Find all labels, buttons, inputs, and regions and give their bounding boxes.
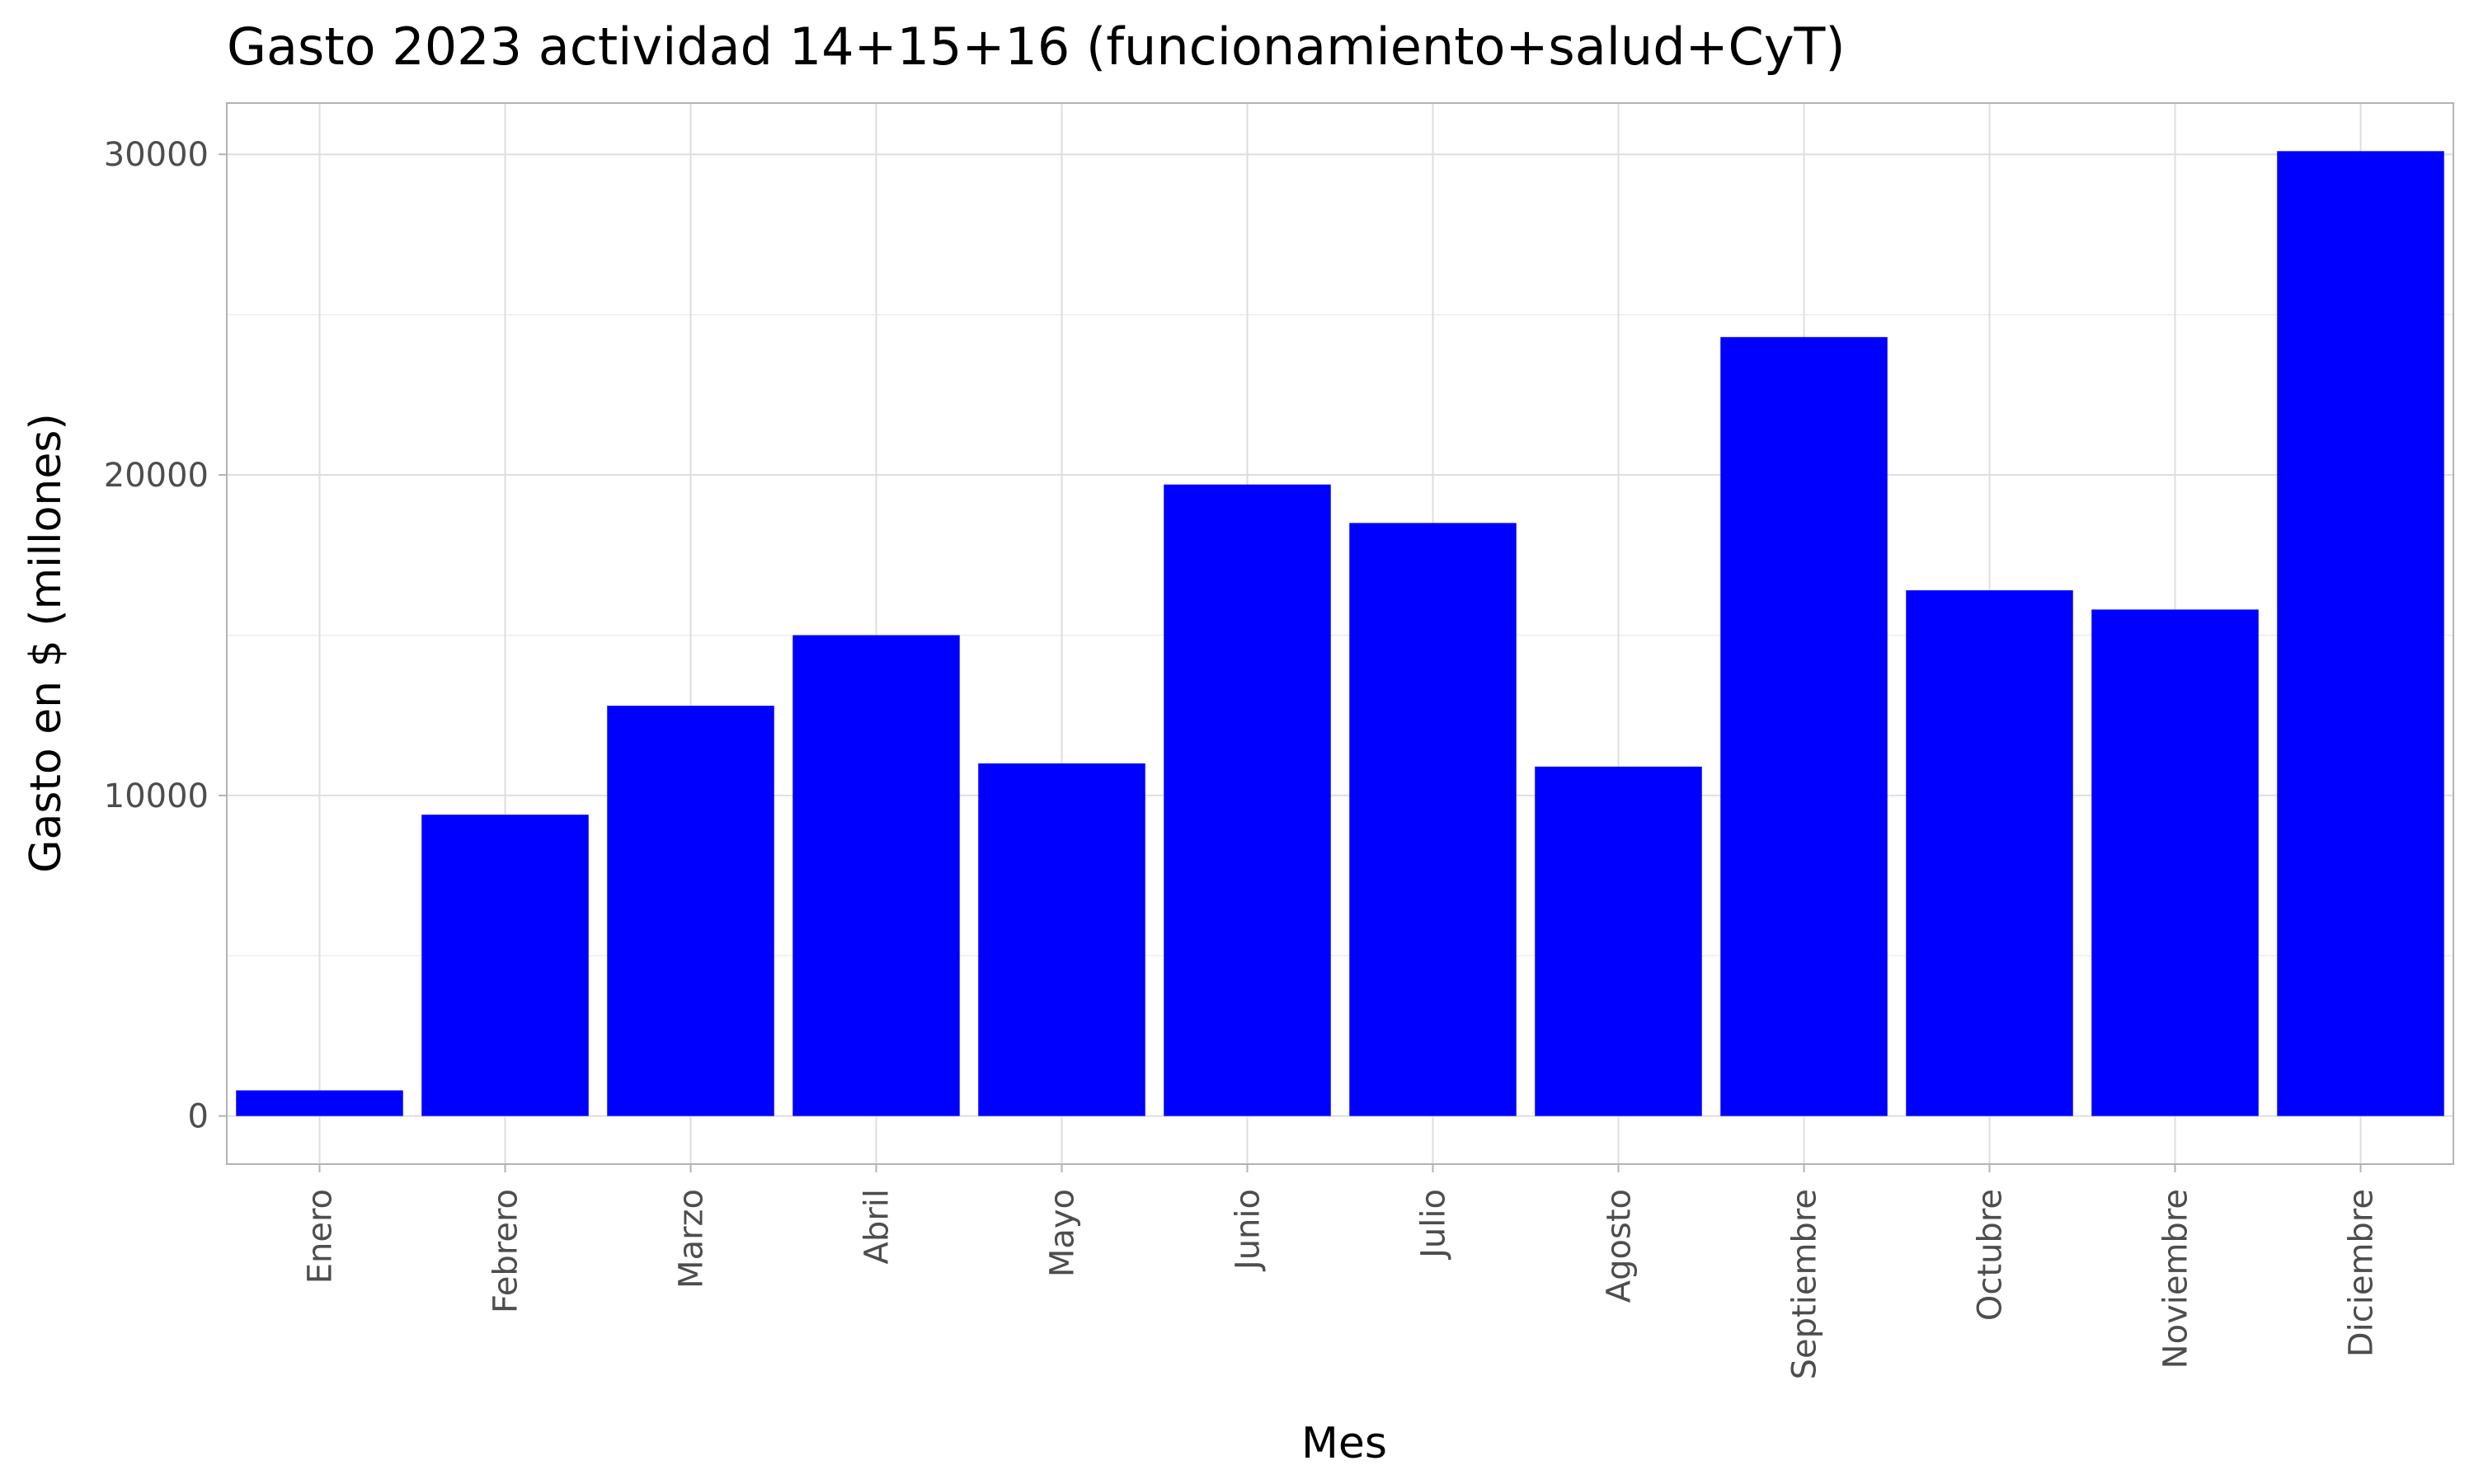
bar-octubre xyxy=(1906,590,2073,1116)
bar-mayo xyxy=(978,763,1145,1116)
x-tick-label: Abril xyxy=(858,1189,896,1264)
bar-diciembre xyxy=(2277,151,2444,1116)
bar-noviembre xyxy=(2091,609,2259,1116)
x-tick-label: Marzo xyxy=(673,1189,711,1289)
y-tick-label: 0 xyxy=(188,1098,209,1136)
x-tick-label: Mayo xyxy=(1044,1189,1082,1277)
x-axis-title: Mes xyxy=(1301,1419,1387,1468)
bar-marzo xyxy=(607,705,774,1116)
chart-title: Gasto 2023 actividad 14+15+16 (funcionam… xyxy=(227,16,1846,77)
x-tick-label: Junio xyxy=(1230,1189,1268,1272)
bar-febrero xyxy=(421,815,589,1116)
x-tick-label: Agosto xyxy=(1601,1189,1639,1303)
bars xyxy=(236,151,2444,1116)
y-axis-title: Gasto en $ (millones) xyxy=(21,413,71,873)
x-tick-label: Noviembre xyxy=(2157,1189,2195,1369)
x-axis-ticks: Enero Febrero Marzo Abril Mayo Junio Julio Agos… xyxy=(302,1164,2381,1379)
x-tick-label: Enero xyxy=(302,1189,340,1284)
y-tick-label: 10000 xyxy=(104,777,209,815)
x-tick-label: Septiembre xyxy=(1786,1189,1824,1379)
bar-agosto xyxy=(1535,766,1702,1116)
y-tick-label: 20000 xyxy=(104,457,209,495)
x-tick-label: Julio xyxy=(1415,1189,1453,1261)
x-tick-label: Febrero xyxy=(487,1189,525,1313)
bar-enero xyxy=(236,1090,403,1116)
y-axis-ticks: 0 10000 20000 30000 xyxy=(104,136,227,1136)
x-tick-label: Diciembre xyxy=(2343,1189,2381,1357)
bar-abril xyxy=(793,635,960,1116)
panel-border xyxy=(226,102,2454,1165)
bar-julio xyxy=(1349,523,1517,1116)
x-tick-label: Octubre xyxy=(1972,1189,2010,1321)
bar-septiembre xyxy=(1720,336,1888,1116)
y-tick-label: 30000 xyxy=(104,136,209,174)
bar-junio xyxy=(1164,484,1331,1116)
